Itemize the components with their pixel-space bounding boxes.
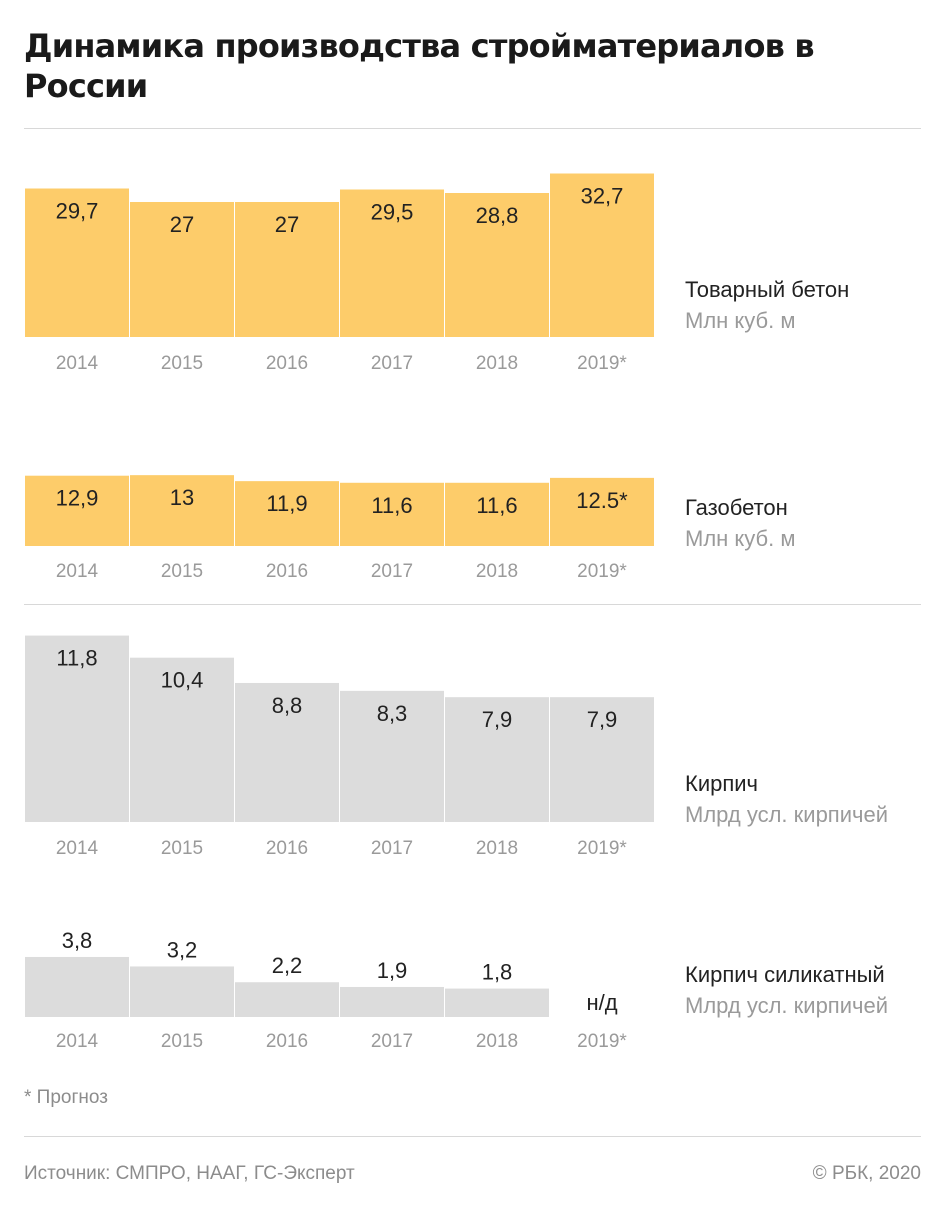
bar-value-label: 10,4 (161, 668, 204, 693)
bottom-divider (24, 1136, 921, 1137)
x-tick-label: 2014 (56, 1031, 99, 1052)
series-unit: Млн куб. м (685, 526, 796, 551)
series-unit: Млн куб. м (685, 308, 796, 333)
bar-value-label: 7,9 (587, 707, 618, 732)
x-tick-label: 2017 (371, 838, 413, 859)
bar (445, 697, 549, 822)
x-tick-label: 2019* (577, 838, 627, 859)
copyright-note: © РБК, 2020 (812, 1163, 921, 1184)
x-tick-label: 2018 (476, 838, 518, 859)
chart-title: Динамика производства стройматериалов в … (24, 27, 815, 105)
bar (340, 189, 444, 337)
series-name: Кирпич (685, 771, 758, 796)
x-tick-label: 2017 (371, 353, 413, 374)
middle-divider (24, 604, 921, 605)
bar-value-label: 29,7 (56, 199, 99, 224)
bar (550, 173, 654, 337)
bar-value-label: 2,2 (272, 953, 303, 978)
bar-value-label: 1,9 (377, 958, 408, 983)
bar (25, 635, 129, 822)
x-tick-label: 2016 (266, 353, 308, 374)
bar (235, 481, 339, 546)
series-name: Кирпич силикатный (685, 962, 885, 987)
x-tick-label: 2019* (577, 1031, 627, 1052)
bar (235, 202, 339, 337)
bar (130, 475, 234, 546)
bar (130, 657, 234, 822)
bar-value-label: 8,3 (377, 701, 408, 726)
bar (130, 202, 234, 337)
x-tick-label: 2019* (577, 353, 627, 374)
x-tick-label: 2014 (56, 561, 99, 582)
bar (130, 966, 234, 1017)
series-unit: Млрд усл. кирпичей (685, 993, 888, 1018)
series-unit: Млрд усл. кирпичей (685, 802, 888, 827)
x-tick-label: 2017 (371, 561, 413, 582)
x-tick-label: 2014 (56, 838, 99, 859)
bar-value-label: 27 (170, 212, 194, 237)
bar (25, 956, 129, 1017)
x-tick-label: 2018 (476, 1031, 518, 1052)
bar-value-label: 7,9 (482, 707, 513, 732)
x-tick-label: 2014 (56, 353, 99, 374)
bar (445, 988, 549, 1017)
bar (445, 482, 549, 546)
x-tick-label: 2015 (161, 1031, 203, 1052)
source-note: Источник: СМПРО, НААГ, ГС-Эксперт (24, 1163, 355, 1184)
bar-value-label: 29,5 (371, 200, 414, 225)
bar-value-label: 12,9 (56, 486, 99, 511)
bar-value-label: 3,8 (62, 928, 93, 953)
bar (550, 477, 654, 546)
bar-value-label: 12.5* (576, 488, 628, 513)
x-tick-label: 2017 (371, 1031, 413, 1052)
forecast-footnote: * Прогноз (24, 1087, 108, 1108)
bar-value-label: 11,6 (371, 493, 412, 518)
bar-value-label: 1,8 (482, 960, 513, 985)
bar (235, 982, 339, 1017)
x-tick-label: 2015 (161, 838, 203, 859)
series-name: Товарный бетон (685, 277, 849, 302)
x-tick-label: 2018 (476, 353, 518, 374)
no-data-label: н/д (586, 990, 617, 1015)
bar (25, 188, 129, 337)
bar-value-label: 3,2 (167, 937, 198, 962)
bar-value-label: 8,8 (272, 693, 303, 718)
x-tick-label: 2016 (266, 1031, 308, 1052)
series-name: Газобетон (685, 495, 788, 520)
bar (25, 475, 129, 546)
bar-value-label: 13 (170, 485, 194, 510)
bar-value-label: 32,7 (581, 184, 624, 209)
bar (550, 697, 654, 822)
bar (340, 482, 444, 546)
x-tick-label: 2015 (161, 561, 203, 582)
x-tick-label: 2016 (266, 561, 308, 582)
bar (235, 682, 339, 822)
x-tick-label: 2019* (577, 561, 627, 582)
bar-value-label: 11,8 (56, 646, 97, 671)
bar-value-label: 11,6 (476, 493, 517, 518)
bar (340, 690, 444, 822)
bar-value-label: 28,8 (476, 203, 519, 228)
top-divider (24, 128, 921, 129)
bar-value-label: 11,9 (266, 491, 307, 516)
bar (340, 986, 444, 1017)
x-tick-label: 2016 (266, 838, 308, 859)
x-tick-label: 2018 (476, 561, 518, 582)
bar (445, 193, 549, 337)
bar-value-label: 27 (275, 212, 299, 237)
x-tick-label: 2015 (161, 353, 203, 374)
